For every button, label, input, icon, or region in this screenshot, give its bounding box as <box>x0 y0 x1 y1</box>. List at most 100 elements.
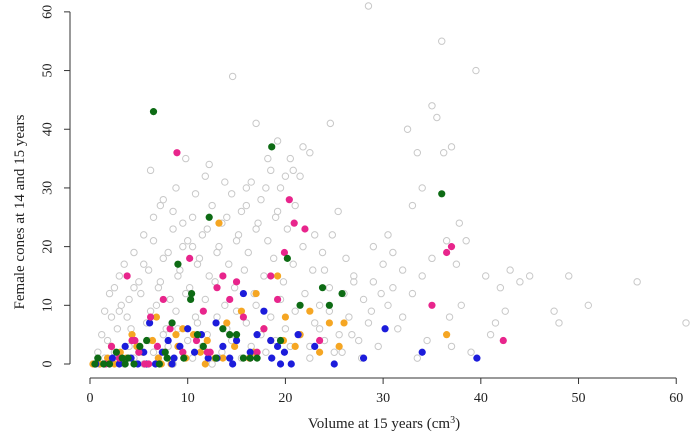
data-point <box>159 195 167 204</box>
data-point <box>398 313 407 321</box>
data-point <box>193 331 202 339</box>
data-point <box>144 266 153 274</box>
data-point <box>213 284 221 292</box>
data-point <box>179 219 187 227</box>
x-tick-label: 10 <box>181 391 195 406</box>
data-point <box>135 348 143 356</box>
data-point <box>188 213 197 221</box>
data-point <box>325 284 334 292</box>
data-point <box>252 225 260 233</box>
data-point <box>140 260 148 268</box>
y-tick-label: 60 <box>41 5 56 19</box>
data-point <box>268 143 276 151</box>
data-point <box>123 313 131 321</box>
x-axis-title-superscript: 3 <box>450 415 455 426</box>
data-point <box>198 231 207 239</box>
data-point <box>418 272 426 280</box>
data-point <box>253 331 261 339</box>
data-point <box>125 295 133 304</box>
data-point <box>271 213 280 221</box>
data-point <box>499 336 507 345</box>
x-tick-label: 60 <box>669 391 683 406</box>
data-point <box>330 360 338 368</box>
data-point <box>137 289 145 298</box>
data-point <box>103 336 112 345</box>
data-point <box>120 260 128 268</box>
data-point <box>155 360 163 368</box>
data-point <box>496 284 505 292</box>
data-point <box>253 348 261 356</box>
data-point <box>350 272 358 280</box>
data-point <box>283 225 292 233</box>
data-point <box>438 37 446 45</box>
data-point <box>311 319 319 327</box>
data-point <box>252 289 260 298</box>
data-point <box>164 336 172 345</box>
data-point <box>205 213 213 221</box>
data-point <box>208 201 216 210</box>
data-point <box>273 137 282 145</box>
data-point <box>276 360 285 368</box>
data-point <box>219 342 227 350</box>
data-point <box>342 254 350 263</box>
data-point <box>447 342 456 351</box>
data-point <box>159 295 167 304</box>
data-point <box>145 360 153 368</box>
data-point <box>330 348 338 356</box>
data-point <box>281 325 290 333</box>
data-point <box>443 331 451 339</box>
data-point <box>232 336 241 345</box>
data-point <box>443 248 451 257</box>
data-point <box>348 330 356 339</box>
data-point <box>211 278 219 286</box>
data-point <box>264 154 272 163</box>
data-point <box>413 149 422 157</box>
data-point <box>225 260 233 268</box>
data-point <box>226 354 234 362</box>
data-point <box>364 2 373 10</box>
data-point <box>311 231 319 239</box>
data-point <box>219 325 227 333</box>
data-point <box>418 184 426 192</box>
data-point <box>232 237 241 245</box>
data-point <box>201 360 209 368</box>
data-point <box>423 336 431 345</box>
x-axis-title-suffix: ) <box>455 416 460 432</box>
data-point <box>161 348 169 356</box>
data-point <box>325 301 333 309</box>
data-point <box>584 301 592 310</box>
data-point <box>203 348 211 356</box>
data-point <box>107 313 116 321</box>
data-point <box>482 272 490 280</box>
data-point <box>176 342 184 350</box>
data-point <box>316 336 324 345</box>
data-point <box>174 260 182 268</box>
data-point <box>281 172 290 180</box>
data-point <box>199 307 207 315</box>
data-point <box>212 319 220 327</box>
x-tick-label: 30 <box>376 391 390 406</box>
data-point <box>290 219 298 227</box>
data-point <box>226 331 234 339</box>
data-point <box>289 166 297 175</box>
data-point <box>260 307 268 315</box>
series-1 <box>89 219 451 368</box>
data-point <box>364 319 373 327</box>
data-point <box>121 342 129 350</box>
data-point <box>180 354 188 362</box>
data-point <box>276 184 285 192</box>
data-point <box>338 289 346 298</box>
data-point <box>447 143 456 151</box>
data-point <box>335 342 343 350</box>
data-point <box>136 342 144 350</box>
data-point <box>239 313 247 321</box>
data-point <box>299 143 307 151</box>
data-point <box>306 354 314 362</box>
data-point <box>215 219 223 227</box>
data-point <box>146 319 154 327</box>
data-point <box>244 248 252 257</box>
data-point <box>325 307 334 315</box>
data-point <box>555 319 563 327</box>
data-point <box>311 342 319 350</box>
data-point <box>188 242 197 251</box>
